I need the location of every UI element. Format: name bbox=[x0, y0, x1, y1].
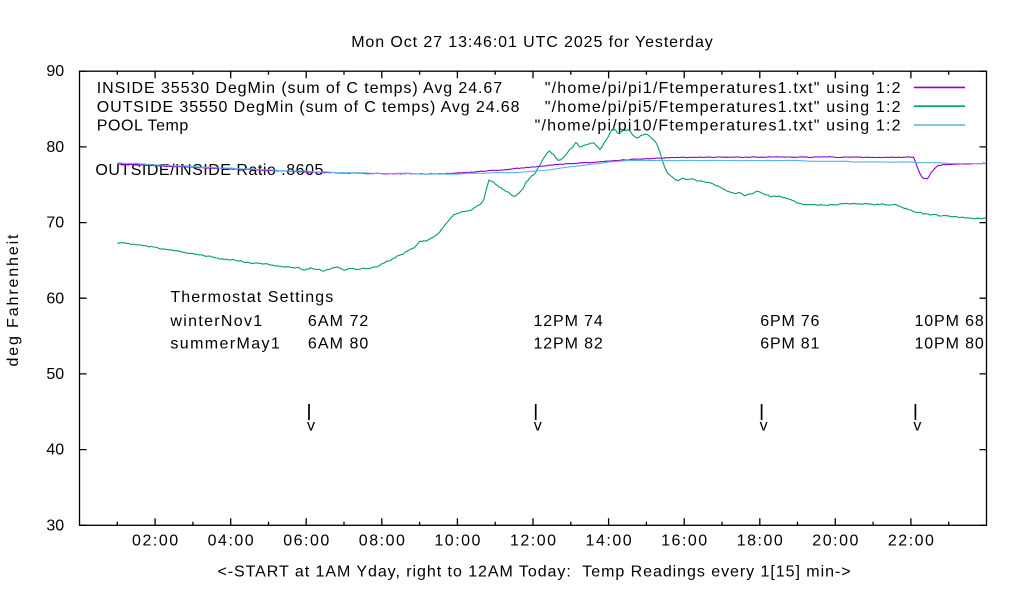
svg-text:12PM 74: 12PM 74 bbox=[534, 313, 603, 330]
svg-text:18:00: 18:00 bbox=[737, 532, 783, 549]
svg-text:"/home/pi/pi10/Ftemperatures1.: "/home/pi/pi10/Ftemperatures1.txt" using… bbox=[535, 118, 901, 135]
svg-text:OUTSIDE 35550 DegMin (sum of C: OUTSIDE 35550 DegMin (sum of C temps) Av… bbox=[97, 99, 520, 116]
svg-text:16:00: 16:00 bbox=[661, 532, 707, 549]
svg-text:6AM 72: 6AM 72 bbox=[308, 313, 368, 330]
svg-text:20:00: 20:00 bbox=[812, 532, 858, 549]
svg-text:10PM 80: 10PM 80 bbox=[915, 335, 984, 352]
svg-text:70: 70 bbox=[46, 215, 64, 232]
svg-text:80: 80 bbox=[46, 139, 64, 156]
svg-text:6PM 76: 6PM 76 bbox=[760, 313, 819, 330]
svg-text:POOL Temp: POOL Temp bbox=[97, 118, 189, 135]
svg-text:6AM 80: 6AM 80 bbox=[308, 335, 368, 352]
svg-text:60: 60 bbox=[46, 290, 64, 307]
svg-text:INSIDE 35530 DegMin (sum of C: INSIDE 35530 DegMin (sum of C temps) Avg… bbox=[97, 80, 502, 97]
svg-text:10:00: 10:00 bbox=[434, 532, 480, 549]
svg-text:04:00: 04:00 bbox=[208, 532, 254, 549]
svg-text:06:00: 06:00 bbox=[283, 532, 329, 549]
svg-text:22:00: 22:00 bbox=[888, 532, 934, 549]
svg-text:40: 40 bbox=[46, 442, 64, 459]
svg-text:14:00: 14:00 bbox=[586, 532, 632, 549]
svg-text:v: v bbox=[760, 417, 768, 434]
svg-text:02:00: 02:00 bbox=[132, 532, 178, 549]
svg-text:v: v bbox=[534, 417, 542, 434]
svg-text:12:00: 12:00 bbox=[510, 532, 556, 549]
svg-text:winterNov1: winterNov1 bbox=[169, 313, 262, 330]
svg-text:v: v bbox=[307, 417, 315, 434]
svg-text:Mon Oct 27 13:46:01 UTC 2025 f: Mon Oct 27 13:46:01 UTC 2025 for Yesterd… bbox=[351, 34, 713, 51]
svg-text:10PM 68: 10PM 68 bbox=[915, 313, 984, 330]
svg-text:v: v bbox=[913, 417, 921, 434]
svg-text:08:00: 08:00 bbox=[359, 532, 405, 549]
svg-text:12PM 82: 12PM 82 bbox=[534, 335, 603, 352]
svg-text:6PM 81: 6PM 81 bbox=[760, 335, 819, 352]
svg-text:"/home/pi/pi5/Ftemperatures1.t: "/home/pi/pi5/Ftemperatures1.txt" using … bbox=[545, 99, 901, 116]
svg-text:"/home/pi/pi1/Ftemperatures1.t: "/home/pi/pi1/Ftemperatures1.txt" using … bbox=[545, 80, 901, 97]
svg-text:summerMay1: summerMay1 bbox=[170, 335, 279, 352]
svg-text:Thermostat Settings: Thermostat Settings bbox=[170, 289, 333, 306]
svg-text:30: 30 bbox=[46, 517, 64, 534]
svg-text:90: 90 bbox=[46, 63, 64, 80]
svg-text:50: 50 bbox=[46, 366, 64, 383]
svg-text:<-START at 1AM Yday, right to: <-START at 1AM Yday, right to 12AM Today… bbox=[217, 564, 850, 581]
